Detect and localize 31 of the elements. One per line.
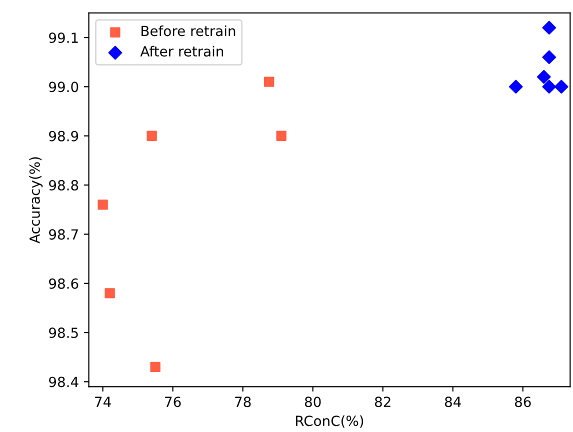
- point: [542, 20, 556, 35]
- y-axis-title: Accuracy(%): [29, 157, 43, 244]
- point: [98, 200, 108, 210]
- point: [536, 70, 551, 84]
- x-axis-title: RConC(%): [296, 415, 364, 428]
- point: [264, 76, 274, 87]
- y-tick-label: 98.4: [49, 376, 78, 388]
- x-tick-label: 76: [165, 396, 181, 408]
- x-tick-label: 80: [304, 396, 321, 408]
- point: [146, 130, 157, 141]
- y-tick-label: 98.7: [49, 229, 78, 240]
- y-tick-label: 98.6: [49, 278, 78, 289]
- x-tick-label: 74: [95, 396, 111, 407]
- point: [150, 362, 160, 372]
- point: [554, 80, 568, 94]
- x-tick-label: 86: [514, 396, 531, 408]
- y-tick-label: 99.1: [49, 32, 78, 44]
- point: [542, 80, 556, 94]
- legend-label: After retrain: [140, 46, 224, 57]
- point: [508, 80, 523, 94]
- point: [276, 130, 286, 141]
- y-tick-label: 98.9: [49, 130, 78, 142]
- x-tick-label: 82: [374, 396, 390, 408]
- y-tick-label: 99.0: [49, 82, 78, 92]
- x-tick-label: 84: [444, 396, 461, 408]
- point: [104, 288, 115, 298]
- y-tick-label: 98.8: [49, 180, 78, 191]
- y-tick-label: 98.5: [49, 328, 78, 338]
- point: [542, 50, 556, 64]
- legend-label: Before retrain: [142, 25, 236, 36]
- x-tick-label: 78: [235, 396, 251, 408]
